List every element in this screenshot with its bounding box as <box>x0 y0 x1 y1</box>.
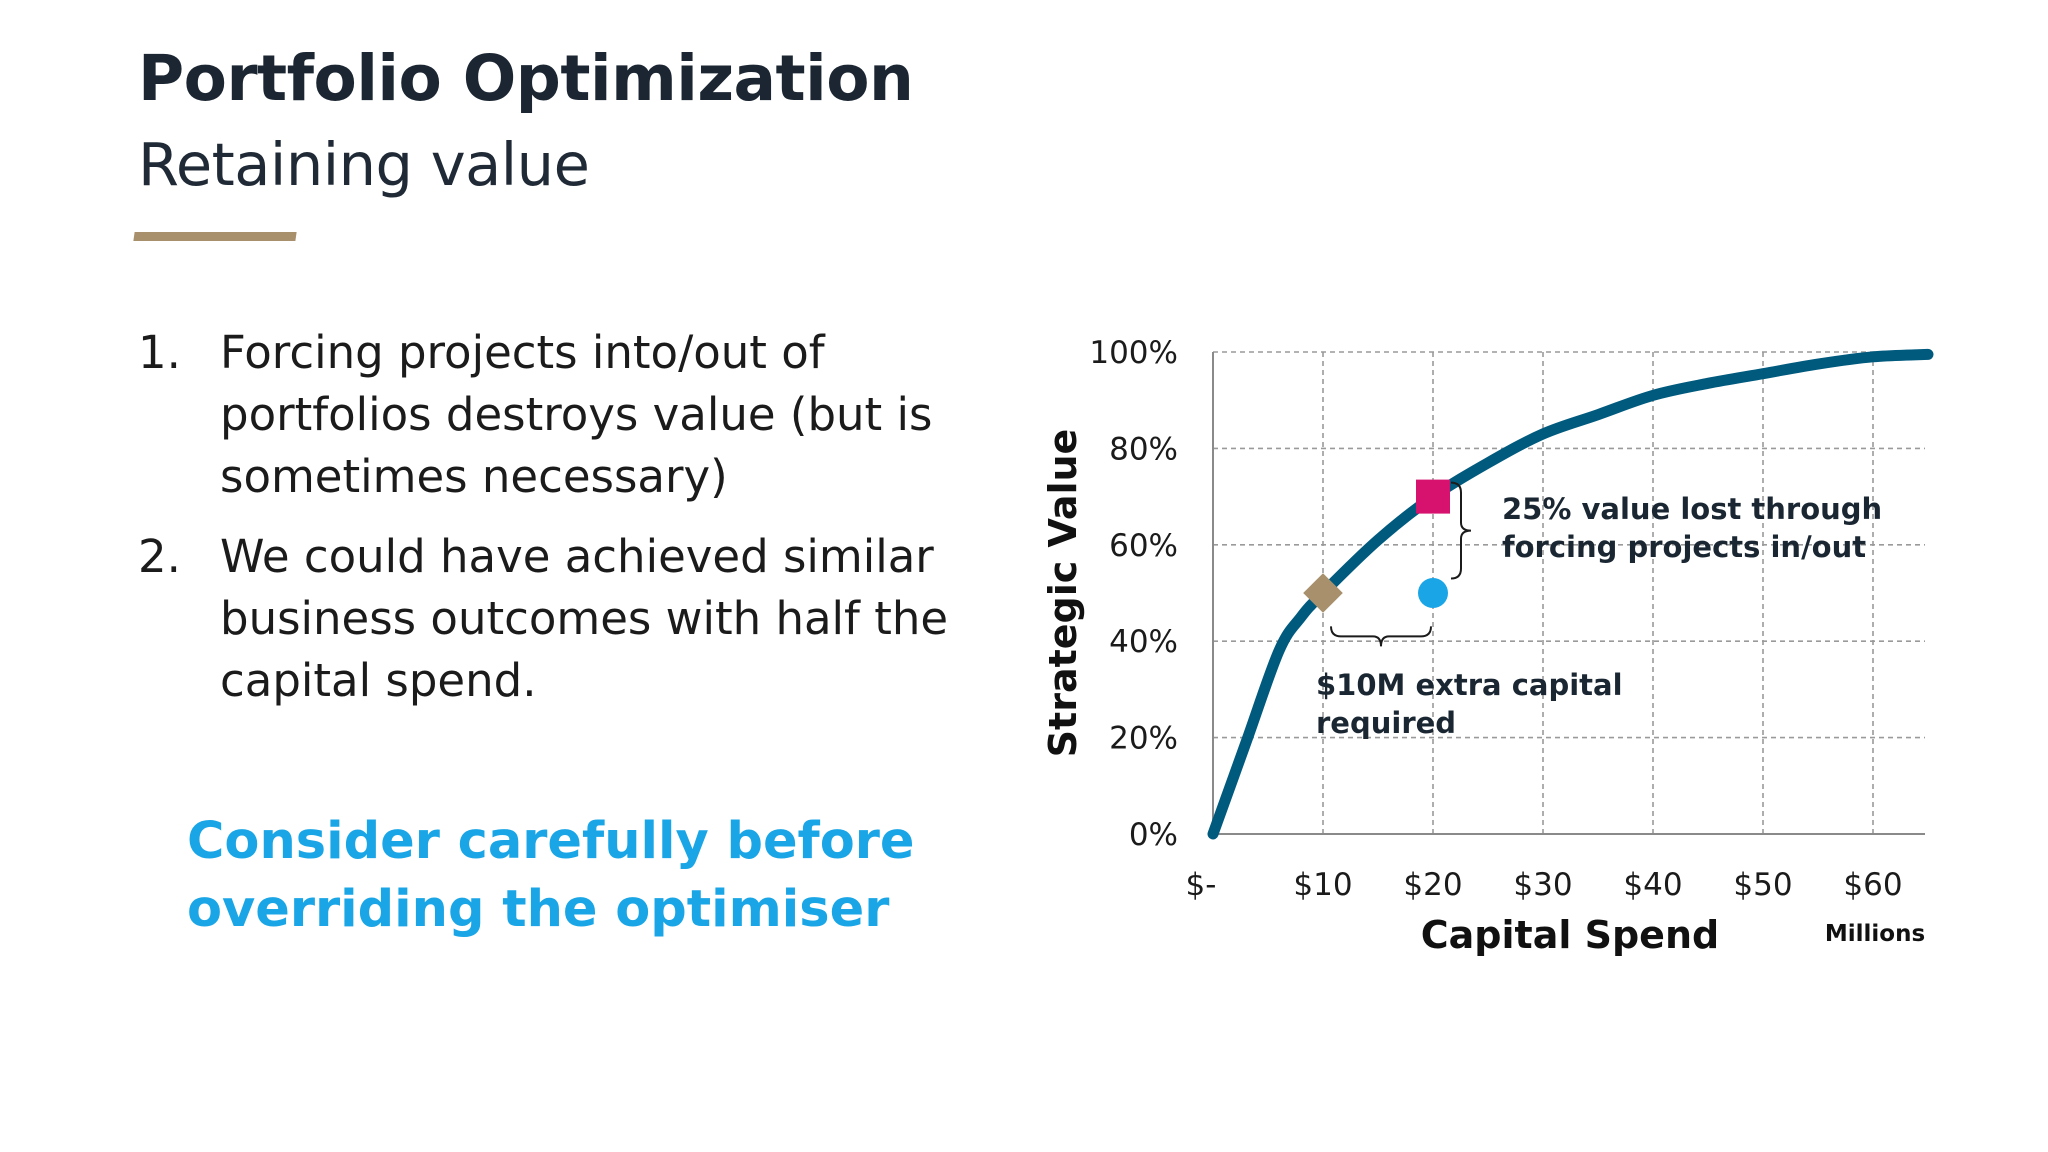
extra-capital-bracket <box>1330 626 1432 647</box>
x-tick-label: $20 <box>1403 867 1462 903</box>
list-item-text: Forcing projects into/out of portfolios … <box>220 326 933 503</box>
extra-capital-annotation: $10M extra capital <box>1316 668 1623 702</box>
value-lost-annotation: forcing projects in/out <box>1502 530 1866 564</box>
list-item: 1. Forcing projects into/out of portfoli… <box>138 322 958 508</box>
extra-capital-annotation: required <box>1316 706 1456 740</box>
y-tick-label: 100% <box>1089 335 1178 371</box>
y-tick-label: 80% <box>1109 431 1178 467</box>
x-tick-label: $60 <box>1843 867 1902 903</box>
y-tick-label: 60% <box>1109 528 1178 564</box>
y-tick-label: 40% <box>1109 624 1178 660</box>
point-list: 1. Forcing projects into/out of portfoli… <box>138 322 958 730</box>
y-axis-title: Strategic Value <box>1041 429 1085 758</box>
value-curve-line <box>1207 348 1934 840</box>
page-title: Portfolio Optimization <box>138 42 914 115</box>
x-tick-label: $- <box>1186 867 1217 903</box>
equivalent-value-diamond-marker <box>1303 573 1343 613</box>
list-item-number: 1. <box>138 326 181 379</box>
list-item-text: We could have achieved similar business … <box>220 530 949 707</box>
callout-text: Consider carefully before overriding the… <box>187 812 915 939</box>
forced-portfolio-square-marker <box>1416 479 1450 514</box>
list-item: 2. We could have achieved similar busine… <box>138 526 958 712</box>
x-tick-label: $30 <box>1513 867 1572 903</box>
optimised-portfolio-circle-marker <box>1418 578 1448 608</box>
value-lost-annotation: 25% value lost through <box>1502 492 1882 526</box>
x-tick-label: $10 <box>1293 867 1352 903</box>
x-axis-title: Capital Spend <box>1421 913 1719 957</box>
y-tick-label: 0% <box>1129 817 1178 853</box>
list-item-number: 2. <box>138 530 181 583</box>
x-tick-label: $50 <box>1733 867 1792 903</box>
y-tick-label: 20% <box>1109 721 1178 757</box>
value-lost-bracket <box>1450 481 1472 580</box>
x-axis-units: Millions <box>1825 921 1925 947</box>
x-tick-label: $40 <box>1623 867 1682 903</box>
page-subtitle: Retaining value <box>138 130 590 199</box>
